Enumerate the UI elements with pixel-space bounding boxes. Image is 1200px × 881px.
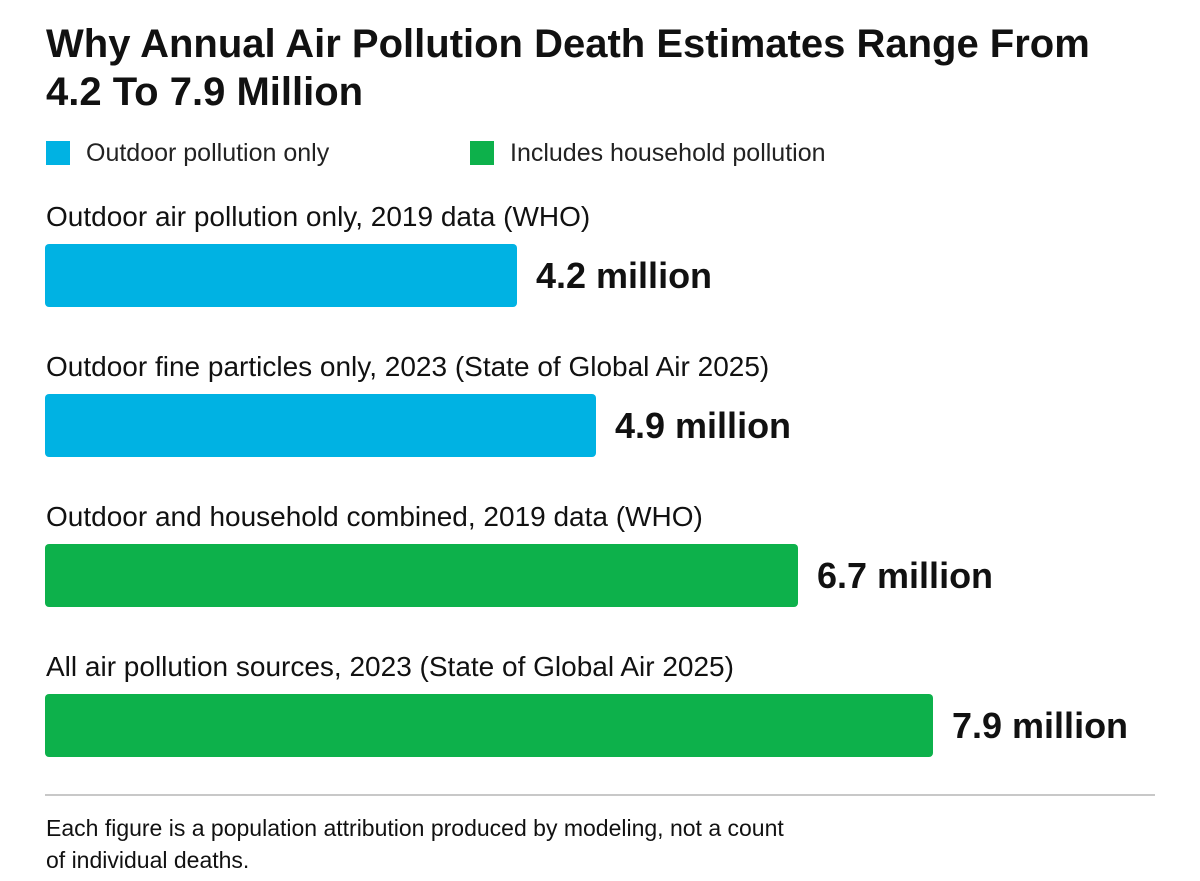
bar — [45, 544, 798, 607]
divider — [45, 794, 1155, 796]
bar — [45, 244, 517, 307]
bar-value-label: 4.2 million — [536, 255, 713, 296]
legend-swatch-household — [470, 141, 494, 165]
legend-label-outdoor: Outdoor pollution only — [86, 138, 330, 167]
bar-value-label: 7.9 million — [952, 705, 1129, 746]
chart-title: Why Annual Air Pollution Death Estimates… — [46, 22, 1090, 114]
legend-label-household: Includes household pollution — [510, 138, 826, 167]
category-label: Outdoor air pollution only, 2019 data (W… — [46, 201, 591, 232]
category-label: All air pollution sources, 2023 (State o… — [46, 651, 734, 682]
bar-value-label: 4.9 million — [615, 405, 792, 446]
category-label: Outdoor and household combined, 2019 dat… — [46, 501, 703, 532]
legend-swatch-outdoor — [46, 141, 70, 165]
bar — [45, 394, 596, 457]
legend-item-outdoor: Outdoor pollution only — [46, 138, 329, 168]
bar-value-label: 6.7 million — [817, 555, 994, 596]
bar — [45, 694, 933, 757]
legend-item-household: Includes household pollution — [470, 138, 826, 168]
category-label: Outdoor fine particles only, 2023 (State… — [46, 351, 770, 382]
footnote: Each figure is a population attribution … — [46, 815, 784, 873]
